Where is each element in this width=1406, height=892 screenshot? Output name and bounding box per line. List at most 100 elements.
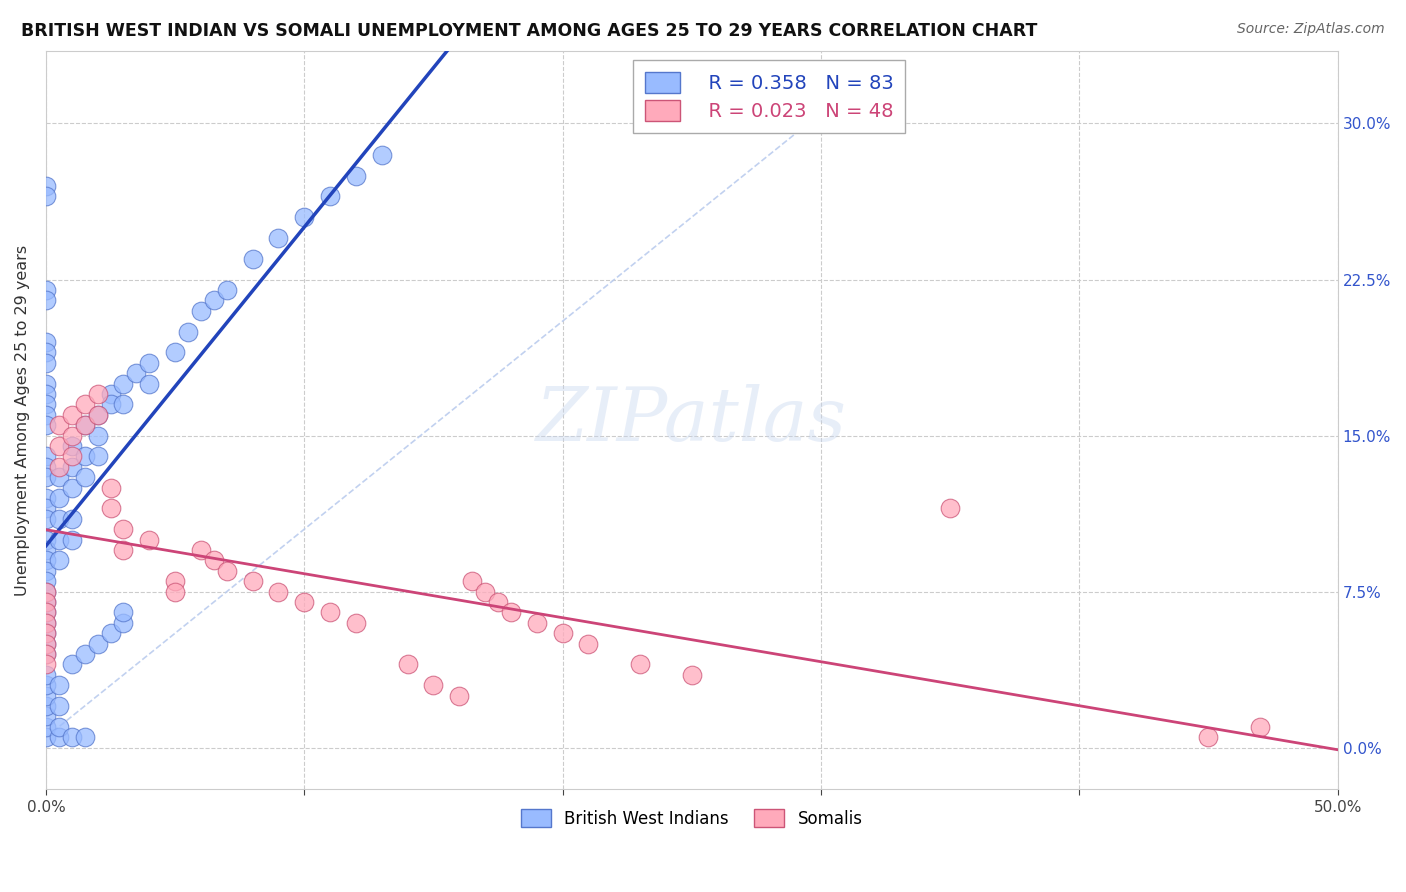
Point (267, 231, 290, 245)
Point (35, 595, 58, 609)
Point (48, 491, 70, 505)
Point (35, 709, 58, 723)
Point (344, 169, 367, 183)
Point (35, 595, 58, 609)
Point (35, 730, 58, 744)
Point (628, 657, 651, 672)
Point (100, 481, 122, 495)
Point (35, 283, 58, 297)
Point (60, 408, 83, 422)
Point (138, 356, 160, 370)
Point (35, 553, 58, 567)
Text: ZIPatlas: ZIPatlas (536, 384, 848, 456)
Point (60, 481, 83, 495)
Point (35, 334, 58, 349)
Text: BRITISH WEST INDIAN VS SOMALI UNEMPLOYMENT AMONG AGES 25 TO 29 YEARS CORRELATION: BRITISH WEST INDIAN VS SOMALI UNEMPLOYME… (21, 22, 1038, 40)
Point (35, 584, 58, 599)
Point (86, 408, 108, 422)
Point (35, 647, 58, 661)
Point (190, 303, 212, 318)
Point (35, 615, 58, 630)
Point (48, 459, 70, 474)
Point (396, 657, 419, 672)
Point (35, 689, 58, 703)
Point (35, 637, 58, 651)
Point (48, 678, 70, 692)
Point (177, 325, 200, 339)
Point (499, 606, 522, 620)
Point (35, 512, 58, 526)
Point (100, 501, 122, 516)
Point (526, 615, 548, 630)
Point (35, 606, 58, 620)
Point (138, 533, 160, 547)
Point (486, 595, 509, 609)
Point (73, 647, 96, 661)
Point (35, 356, 58, 370)
Point (112, 397, 135, 411)
Point (578, 637, 600, 651)
Point (35, 501, 58, 516)
Point (73, 450, 96, 464)
Point (48, 439, 70, 453)
Point (60, 428, 83, 442)
Point (344, 615, 367, 630)
Point (86, 637, 108, 651)
Point (35, 450, 58, 464)
Point (100, 387, 122, 401)
Point (461, 574, 484, 589)
Legend: British West Indians, Somalis: British West Indians, Somalis (513, 801, 870, 837)
Point (112, 615, 135, 630)
Point (35, 574, 58, 589)
Point (1198, 730, 1220, 744)
Point (35, 376, 58, 391)
Point (1249, 720, 1271, 734)
Point (35, 657, 58, 672)
Point (60, 533, 83, 547)
Point (35, 615, 58, 630)
Point (35, 584, 58, 599)
Point (86, 408, 108, 422)
Point (112, 522, 135, 536)
Point (86, 387, 108, 401)
Point (60, 439, 83, 453)
Point (242, 252, 264, 266)
Point (60, 730, 83, 744)
Point (60, 450, 83, 464)
Point (100, 626, 122, 640)
Point (474, 584, 496, 599)
Point (35, 668, 58, 682)
Point (48, 512, 70, 526)
Point (73, 397, 96, 411)
Point (60, 512, 83, 526)
Point (35, 408, 58, 422)
Point (939, 501, 962, 516)
Point (35, 533, 58, 547)
Point (35, 491, 58, 505)
Y-axis label: Unemployment Among Ages 25 to 29 years: Unemployment Among Ages 25 to 29 years (15, 244, 30, 596)
Point (48, 418, 70, 433)
Point (35, 470, 58, 484)
Point (112, 376, 135, 391)
Point (48, 533, 70, 547)
Point (422, 678, 444, 692)
Point (35, 459, 58, 474)
Point (48, 553, 70, 567)
Point (202, 553, 225, 567)
Point (35, 189, 58, 203)
Point (165, 574, 187, 589)
Point (48, 720, 70, 734)
Point (60, 657, 83, 672)
Point (86, 428, 108, 442)
Point (215, 564, 238, 578)
Point (73, 730, 96, 744)
Point (190, 543, 212, 558)
Point (35, 293, 58, 308)
Point (165, 584, 187, 599)
Text: Source: ZipAtlas.com: Source: ZipAtlas.com (1237, 22, 1385, 37)
Point (73, 418, 96, 433)
Point (551, 626, 574, 640)
Point (449, 689, 471, 703)
Point (125, 366, 148, 380)
Point (35, 345, 58, 359)
